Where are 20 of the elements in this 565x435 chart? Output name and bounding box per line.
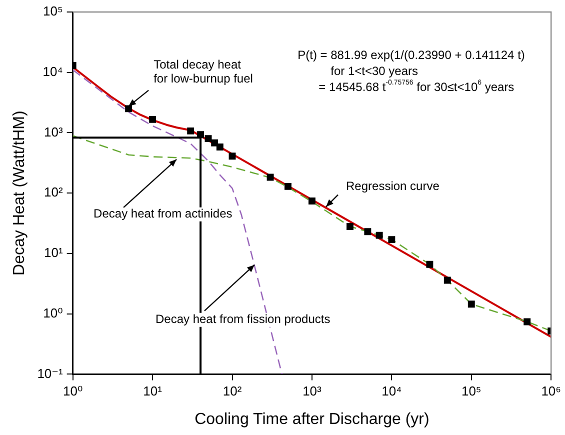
y-tick-label: 10³ <box>44 124 64 140</box>
y-tick-label: 10² <box>44 184 64 200</box>
annotation: Decay heat from fission products <box>155 312 330 326</box>
x-tick-label: 10⁴ <box>382 384 402 399</box>
x-tick-label: 10⁶ <box>541 384 561 399</box>
y-tick-label: 10⁴ <box>42 64 63 79</box>
x-tick-label: 10¹ <box>143 384 163 399</box>
y-axis-title: Decay Heat (Watt/tHM) <box>11 110 28 276</box>
x-tick-label: 10⁰ <box>63 384 83 399</box>
x-tick-label: 10³ <box>302 384 322 399</box>
y-tick-label: 10¹ <box>44 245 64 260</box>
x-axis-title: Cooling Time after Discharge (yr) <box>194 410 430 428</box>
y-tick-label: 10⁰ <box>43 305 63 320</box>
x-tick-label: 10² <box>222 384 242 399</box>
annotation: Regression curve <box>346 179 440 194</box>
x-tick-label: 10⁵ <box>461 384 482 399</box>
y-tick-label: 10⁻¹ <box>37 366 64 381</box>
annotation: Total decay heat for low-burnup fuel <box>154 58 253 86</box>
annotation: Decay heat from actinides <box>94 206 232 221</box>
y-tick-label: 10⁵ <box>42 4 63 19</box>
